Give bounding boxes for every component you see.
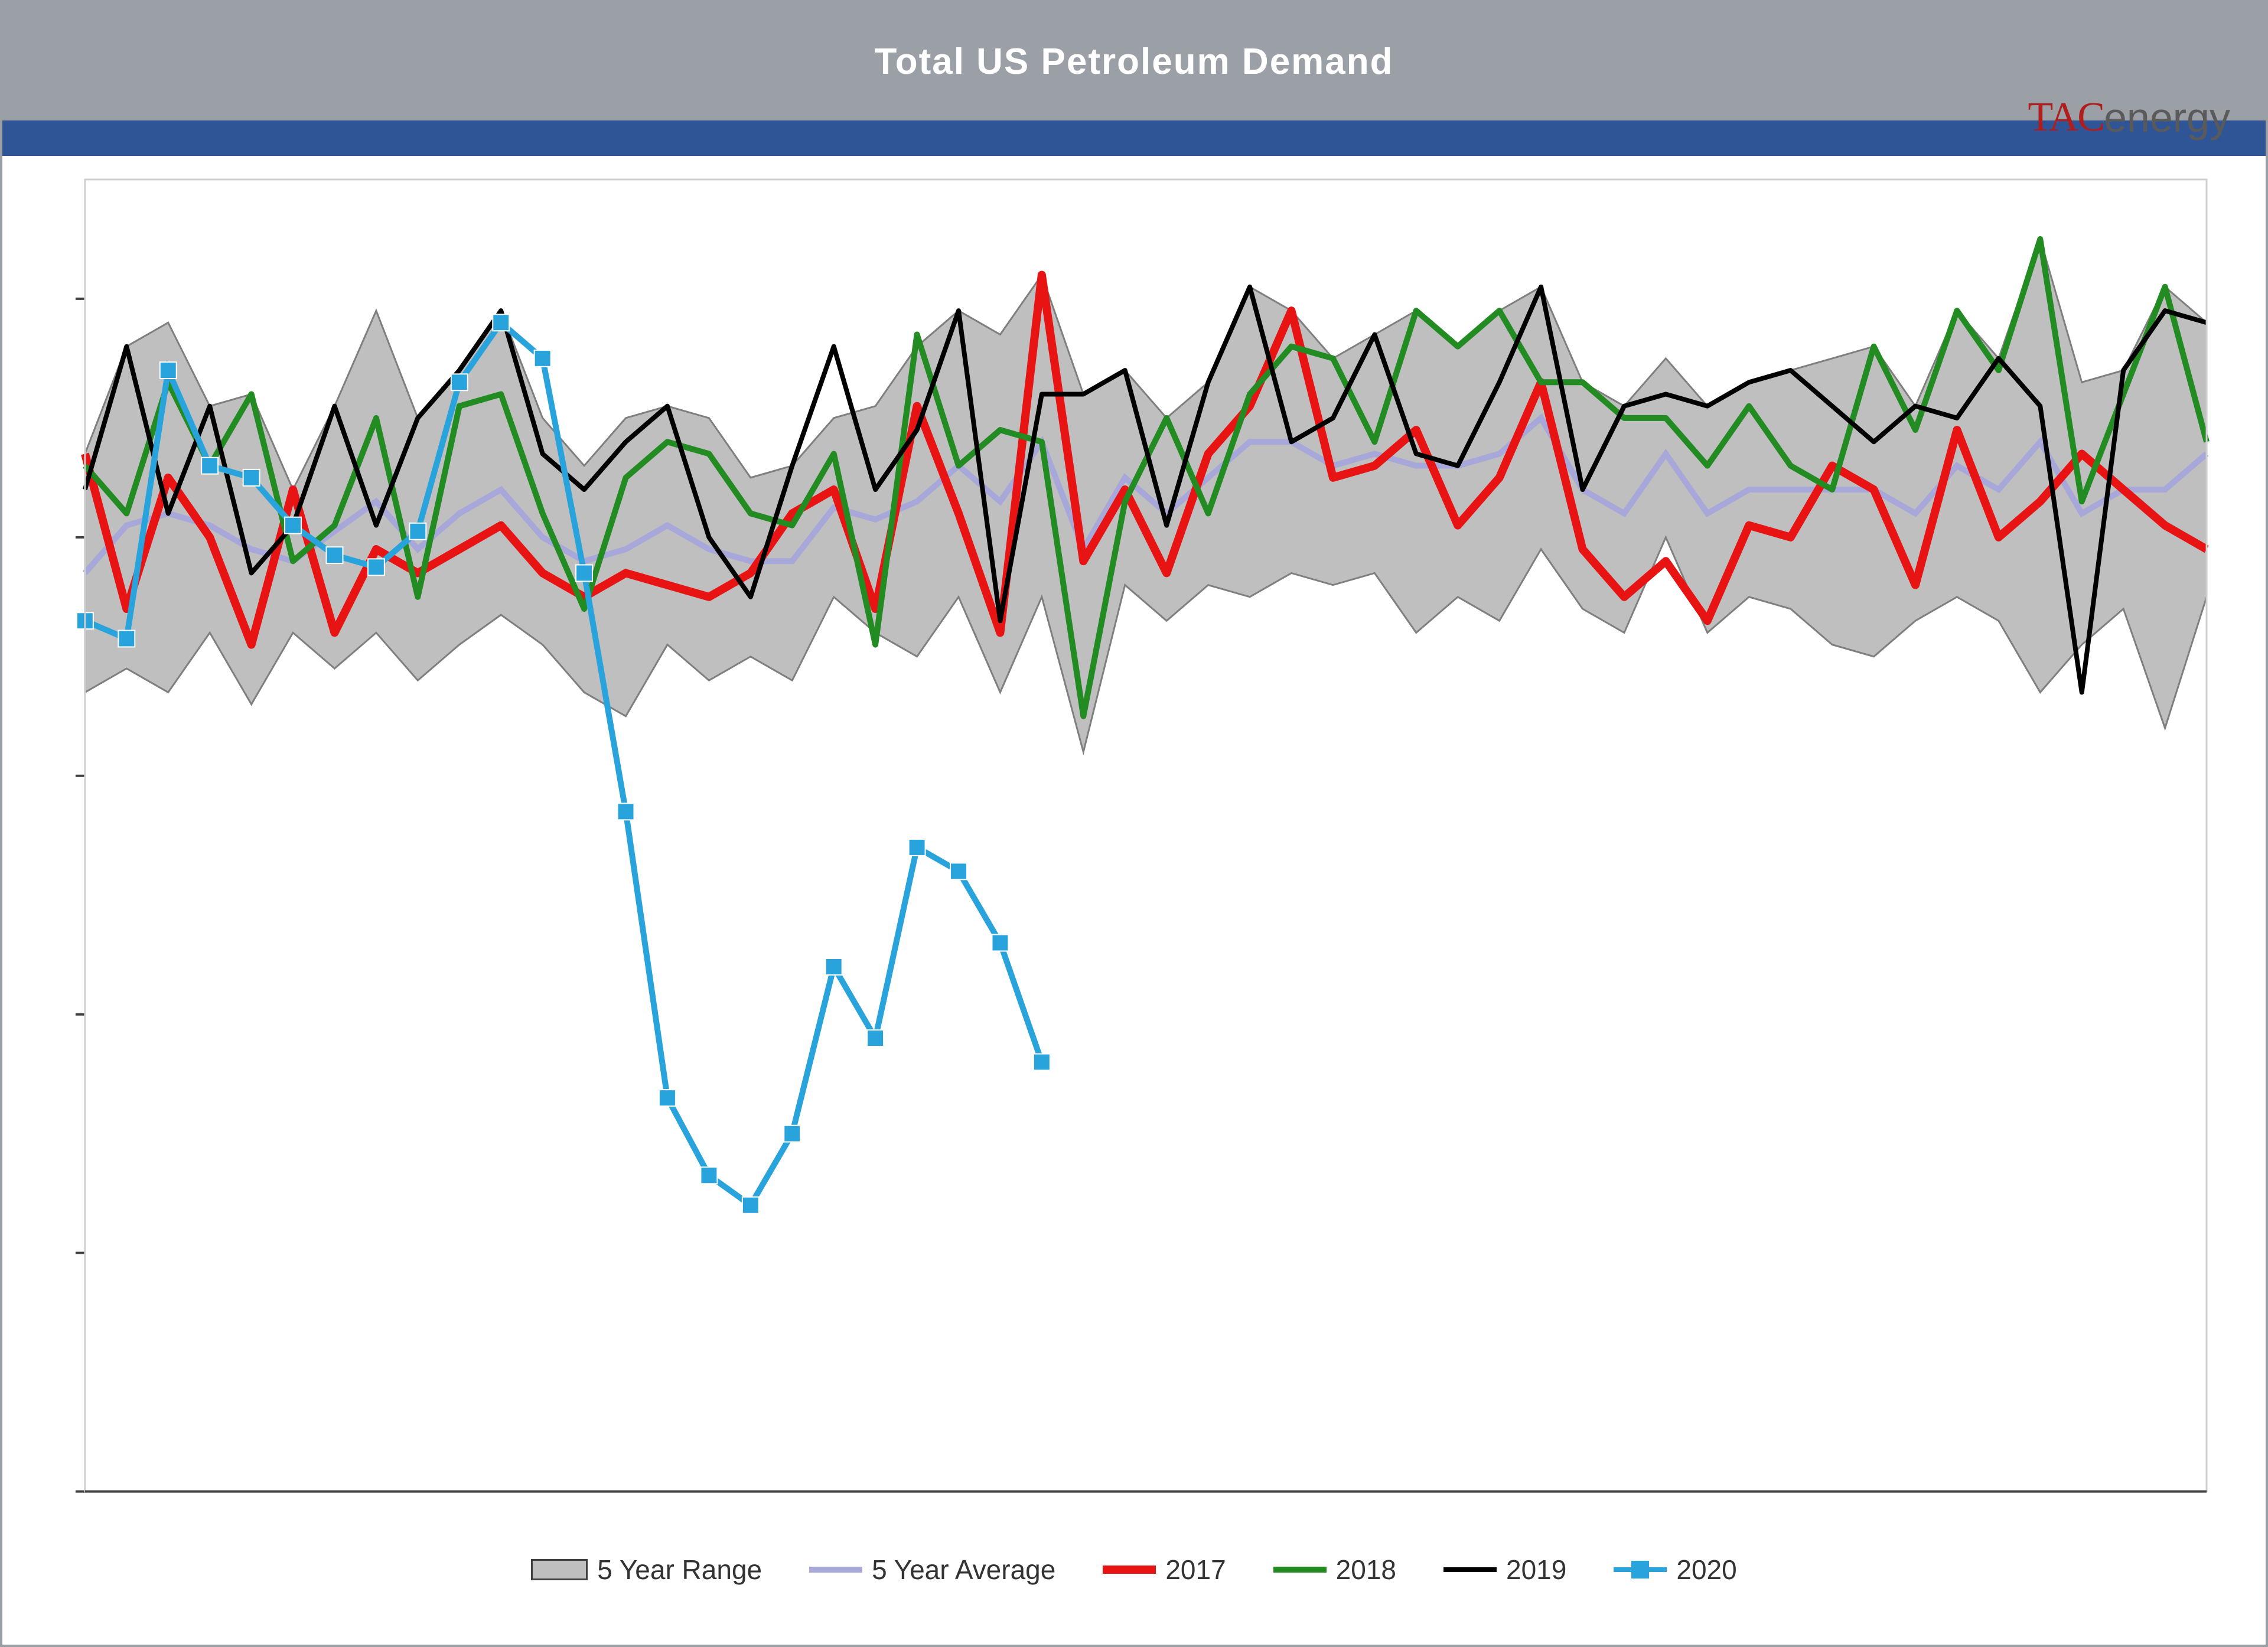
- title-bar: Total US Petroleum Demand: [2, 2, 2266, 120]
- legend-swatch-y2019: [1443, 1567, 1497, 1572]
- series-2020-marker: [493, 314, 509, 331]
- series-2020-marker: [826, 958, 842, 975]
- legend-label-y2018: 2018: [1336, 1554, 1396, 1586]
- series-2020-marker: [160, 362, 177, 379]
- legend-swatch-y2018: [1273, 1567, 1327, 1573]
- legend-item-avg: 5 Year Average: [809, 1554, 1055, 1586]
- series-2020-marker: [535, 350, 551, 367]
- legend-item-y2019: 2019: [1443, 1554, 1566, 1586]
- series-2020-marker: [118, 631, 135, 647]
- series-2020-marker: [659, 1090, 676, 1106]
- series-2020-marker: [327, 547, 343, 563]
- series-2020-marker: [285, 517, 301, 534]
- legend-label-y2019: 2019: [1506, 1554, 1566, 1586]
- legend-item-y2020: 2020: [1614, 1554, 1736, 1586]
- accent-band: [2, 120, 2266, 156]
- chart-card: Total US Petroleum Demand TACenergy 5 Ye…: [0, 0, 2268, 1647]
- series-2020-marker: [576, 565, 592, 581]
- legend-label-y2017: 2017: [1165, 1554, 1226, 1586]
- chart-title: Total US Petroleum Demand: [874, 41, 1393, 83]
- series-2020-marker: [618, 803, 634, 820]
- series-2020-marker: [409, 523, 426, 540]
- logo-suffix: energy: [2104, 94, 2230, 141]
- brand-logo: TACenergy: [2028, 85, 2230, 150]
- series-2020-marker: [451, 374, 468, 390]
- legend-swatch-avg: [809, 1567, 862, 1573]
- series-2020-marker: [700, 1167, 717, 1183]
- legend-item-range: 5 Year Range: [531, 1554, 762, 1586]
- legend-label-range: 5 Year Range: [597, 1554, 762, 1586]
- plot-area: 5 Year Range 5 Year Average 2017 2018 2019 20…: [50, 168, 2218, 1597]
- legend-item-y2018: 2018: [1273, 1554, 1396, 1586]
- legend-label-y2020: 2020: [1676, 1554, 1736, 1586]
- legend-item-y2017: 2017: [1103, 1554, 1226, 1586]
- series-2020-marker: [243, 469, 260, 486]
- legend: 5 Year Range 5 Year Average 2017 2018 2019 20…: [50, 1554, 2218, 1586]
- legend-label-avg: 5 Year Average: [872, 1554, 1055, 1586]
- series-2020-marker: [784, 1126, 800, 1142]
- logo-brand: TAC: [2028, 94, 2104, 141]
- series-2020-marker: [950, 863, 967, 879]
- series-2020-marker: [992, 935, 1008, 951]
- series-2020-marker: [867, 1030, 884, 1046]
- series-2020-marker: [1034, 1054, 1050, 1071]
- chart-svg: [50, 168, 2218, 1597]
- legend-swatch-y2020: [1614, 1567, 1667, 1572]
- series-2020-marker: [368, 559, 384, 575]
- series-2020-marker: [742, 1197, 759, 1214]
- series-2020-marker: [201, 458, 218, 474]
- legend-swatch-y2017: [1103, 1566, 1156, 1574]
- legend-swatch-range: [531, 1559, 588, 1580]
- series-2020-marker: [909, 839, 926, 856]
